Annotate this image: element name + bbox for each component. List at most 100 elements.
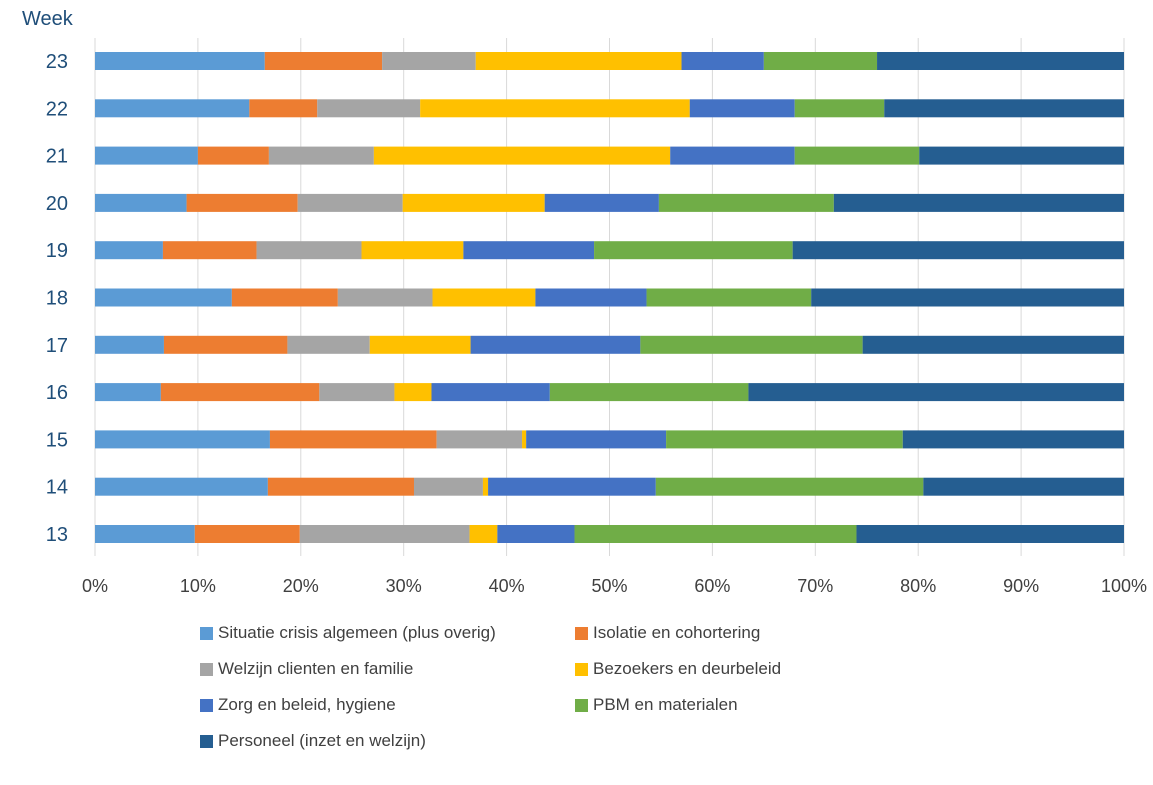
legend-swatch — [200, 626, 213, 640]
legend-label: Welzijn clienten en familie — [218, 659, 414, 678]
bar-segment — [549, 383, 749, 402]
bar-segment — [269, 430, 437, 449]
bar-segment — [646, 288, 812, 307]
bar-segment — [163, 335, 288, 354]
legend-swatch — [575, 662, 588, 676]
bar-segment — [431, 383, 550, 402]
bar-segment — [923, 477, 1124, 496]
bar-segment — [792, 241, 1124, 260]
bar-segment — [919, 146, 1124, 165]
legend-row: Zorg en beleid, hygiene PBM en materialen — [200, 687, 900, 723]
bar-segment — [594, 241, 793, 260]
x-tick-label: 20% — [283, 576, 319, 596]
x-tick-label: 100% — [1101, 576, 1147, 596]
legend-item: PBM en materialen — [575, 695, 738, 715]
legend-swatch — [200, 662, 213, 676]
bar-segment — [95, 288, 232, 307]
bar-segment — [748, 383, 1124, 402]
legend-swatch — [575, 698, 588, 712]
y-tick-label: 19 — [46, 240, 68, 262]
legend-label: PBM en materialen — [593, 695, 738, 714]
y-axis-title: Week — [22, 8, 73, 30]
bar-segment — [902, 430, 1124, 449]
bar-segment — [160, 383, 320, 402]
bar-segment — [186, 193, 298, 212]
x-tick-label: 10% — [180, 576, 216, 596]
bar-segment — [432, 288, 536, 307]
legend-item: Welzijn clienten en familie — [200, 659, 575, 679]
bar-segment — [681, 52, 764, 70]
bar-segment — [373, 146, 671, 165]
bar-segment — [763, 52, 878, 70]
bar-segment — [666, 430, 903, 449]
bar-segment — [95, 383, 161, 402]
bar-segment — [862, 335, 1124, 354]
bar-segment — [95, 335, 164, 354]
legend-swatch — [200, 698, 213, 712]
legend-swatch — [200, 734, 213, 748]
bar-segment — [264, 52, 383, 70]
bar-segment — [95, 99, 250, 118]
bar-segment — [884, 99, 1124, 118]
legend-item: Isolatie en cohortering — [575, 623, 760, 643]
legend-label: Isolatie en cohortering — [593, 623, 761, 642]
bar-segment — [268, 146, 374, 165]
legend-row: Personeel (inzet en welzijn) — [200, 723, 900, 759]
bar-segment — [337, 288, 433, 307]
x-tick-label: 80% — [900, 576, 936, 596]
bar-segment — [95, 52, 265, 70]
bar-segment — [811, 288, 1124, 307]
x-tick-label: 50% — [591, 576, 627, 596]
bar-segment — [319, 383, 395, 402]
bar-segment — [249, 99, 318, 118]
bar-segment — [194, 525, 300, 543]
y-tick-label: 14 — [46, 477, 68, 499]
bar-segment — [482, 477, 489, 496]
x-tick-label: 60% — [694, 576, 730, 596]
x-tick-label: 0% — [82, 576, 108, 596]
y-tick-label: 15 — [46, 429, 68, 451]
bar-segment — [877, 52, 1124, 70]
bar-segment — [833, 193, 1124, 212]
bar-segment — [287, 335, 370, 354]
legend-label: Situatie crisis algemeen (plus overig) — [218, 623, 496, 642]
bar-segment — [658, 193, 834, 212]
legend-label: Zorg en beleid, hygiene — [218, 695, 396, 714]
y-tick-label: 18 — [46, 288, 68, 310]
bar-segment — [317, 99, 421, 118]
y-tick-label: 21 — [46, 146, 68, 168]
legend-item: Situatie crisis algemeen (plus overig) — [200, 623, 575, 643]
x-tick-label: 30% — [386, 576, 422, 596]
bar-segment — [488, 477, 656, 496]
bar-segment — [794, 146, 920, 165]
y-tick-label: 13 — [46, 524, 68, 546]
x-tick-label: 70% — [797, 576, 833, 596]
y-tick-label: 16 — [46, 382, 68, 404]
bar-segment — [535, 288, 647, 307]
bar-segment — [197, 146, 269, 165]
bar-segment — [267, 477, 414, 496]
x-tick-label: 90% — [1003, 576, 1039, 596]
bar-segment — [574, 525, 857, 543]
bar-segment — [369, 335, 471, 354]
chart-legend: Situatie crisis algemeen (plus overig) Is… — [200, 615, 900, 759]
bar-segment — [469, 525, 498, 543]
bar-segment — [402, 193, 545, 212]
bar-segment — [382, 52, 476, 70]
legend-row: Welzijn clienten en familie Bezoekers en … — [200, 651, 900, 687]
bar-segment — [856, 525, 1124, 543]
bar-segment — [297, 193, 403, 212]
bar-segment — [420, 99, 690, 118]
bar-segment — [95, 477, 268, 496]
bar-segment — [522, 430, 527, 449]
bar-segment — [162, 241, 257, 260]
bar-segment — [655, 477, 924, 496]
stacked-bar-chart: 0% 10% 20% 30% 40% 50% 60% 70% 80% 90% 100% 13 14 15 1… — [46, 38, 1147, 596]
bar-segment — [394, 383, 432, 402]
bar-segment — [361, 241, 464, 260]
bar-segment — [95, 525, 195, 543]
legend-label: Bezoekers en deurbeleid — [593, 659, 782, 678]
bar-segment — [95, 146, 198, 165]
bar-segment — [497, 525, 575, 543]
bar-segment — [470, 335, 641, 354]
